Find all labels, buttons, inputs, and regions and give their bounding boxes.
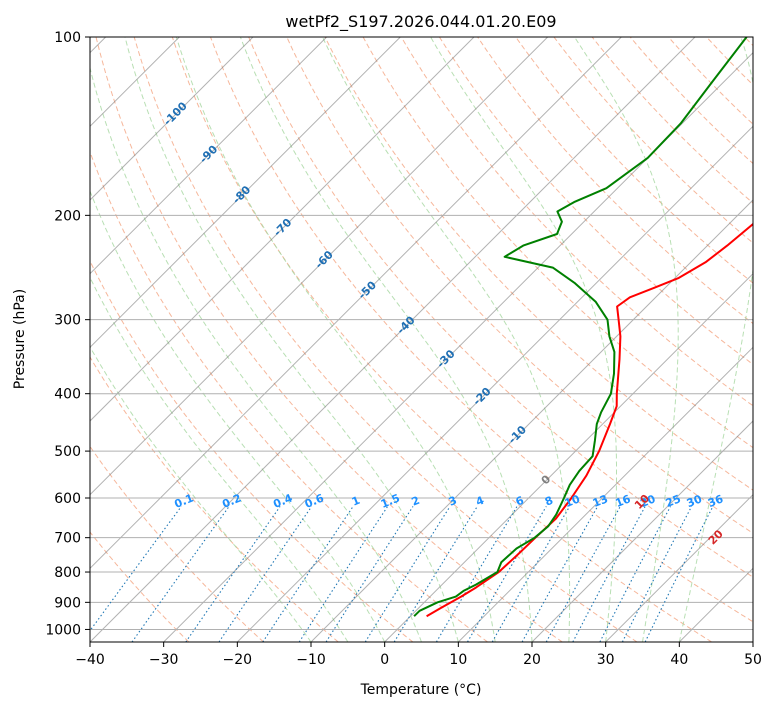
isotherm-line bbox=[90, 37, 401, 349]
mixing-ratio-label: 3 bbox=[447, 494, 459, 509]
mixing-ratio-line bbox=[545, 506, 621, 642]
mixing-ratio-line bbox=[467, 506, 547, 642]
y-tick-label: 300 bbox=[54, 313, 81, 329]
temperature-trace bbox=[426, 222, 753, 618]
x-tick-label: −10 bbox=[296, 652, 326, 668]
y-tick-label: 600 bbox=[54, 491, 81, 507]
sounding-curves bbox=[413, 37, 753, 618]
moist-adiabat-line bbox=[90, 65, 422, 642]
x-tick-label: 20 bbox=[523, 652, 541, 668]
dry-adiabat-line bbox=[400, 37, 753, 407]
y-tick-label: 800 bbox=[54, 565, 81, 581]
mixing-ratio-line bbox=[131, 506, 230, 642]
dry-adiabat-line bbox=[133, 37, 638, 642]
mixing-ratio-line bbox=[491, 506, 571, 642]
mixing-ratio-label: 2 bbox=[410, 494, 422, 509]
mixing-ratio-line bbox=[621, 506, 693, 642]
mixing-ratio-line bbox=[599, 506, 671, 642]
y-tick-label: 200 bbox=[54, 208, 81, 224]
moist-adiabat-line bbox=[678, 37, 753, 642]
dry-adiabat-line bbox=[248, 37, 753, 578]
x-tick-label: −40 bbox=[75, 652, 105, 668]
isotherm-line bbox=[90, 37, 475, 422]
dry-adiabat-line bbox=[324, 37, 753, 491]
x-axis-ticks: −40 −30 −20 −10 0 10 20 30 40 50 bbox=[75, 642, 762, 668]
moist-adiabat-line bbox=[90, 276, 349, 642]
x-tick-label: −30 bbox=[149, 652, 179, 668]
isotherm-line bbox=[90, 37, 328, 275]
chart-title: wetPf2_S197.2026.044.01.20.E09 bbox=[285, 12, 556, 32]
y-tick-label: 400 bbox=[54, 387, 81, 403]
isotherm-line bbox=[90, 37, 622, 570]
y-tick-label: 700 bbox=[54, 531, 81, 547]
mixing-ratio-line bbox=[435, 506, 518, 642]
dry-adiabat-line bbox=[438, 37, 753, 366]
mixing-ratio-label: 36 bbox=[706, 492, 725, 510]
mixing-ratio-label: 8 bbox=[543, 494, 555, 509]
y-tick-label: 100 bbox=[54, 30, 81, 46]
isotherm-line bbox=[90, 37, 696, 642]
y-tick-label: 1000 bbox=[45, 622, 81, 638]
isotherm-line bbox=[310, 199, 753, 642]
moist-adiabat-line bbox=[175, 37, 496, 642]
isotherm-line bbox=[457, 346, 753, 642]
x-tick-label: 50 bbox=[744, 652, 762, 668]
dry-adiabat-line bbox=[90, 150, 488, 642]
moist-adiabat-line bbox=[90, 189, 386, 642]
dry-adiabat-line bbox=[171, 37, 712, 642]
dry-adiabat-line bbox=[90, 531, 190, 642]
x-tick-label: 10 bbox=[449, 652, 467, 668]
dry-adiabat-line bbox=[90, 356, 339, 642]
moist-adiabat-line bbox=[239, 37, 533, 642]
isotherm-line bbox=[90, 37, 254, 201]
y-axis-label: Pressure (hPa) bbox=[12, 289, 28, 389]
x-tick-label: 30 bbox=[597, 652, 615, 668]
mixing-ratio-line bbox=[364, 506, 451, 642]
moist-adiabat-line bbox=[574, 37, 679, 642]
dry-adiabat-line bbox=[515, 37, 753, 284]
mixing-ratio-line bbox=[572, 506, 646, 642]
dry-adiabat-line bbox=[210, 37, 753, 623]
y-tick-label: 500 bbox=[54, 444, 81, 460]
mixing-ratio-label: 25 bbox=[664, 492, 683, 510]
dewpoint-trace bbox=[413, 37, 748, 617]
mixing-ratio-label: 10 bbox=[563, 492, 582, 510]
plot-grid bbox=[90, 37, 753, 642]
x-axis-label: Temperature (°C) bbox=[360, 682, 482, 698]
dry-adiabat-line bbox=[95, 37, 563, 642]
x-tick-label: 0 bbox=[380, 652, 389, 668]
mixing-ratio-label: 13 bbox=[591, 492, 610, 510]
x-tick-label: 40 bbox=[670, 652, 688, 668]
moist-adiabat-line bbox=[430, 37, 617, 642]
mixing-ratio-label: 1 bbox=[350, 494, 362, 509]
isotherm-line bbox=[236, 125, 753, 642]
mixing-ratio-line bbox=[521, 506, 599, 642]
moist-adiabat-line bbox=[322, 37, 571, 642]
isotherm-line bbox=[384, 272, 753, 642]
mixing-ratio-line bbox=[393, 506, 478, 642]
plot-frame bbox=[89, 36, 754, 643]
isotherm-line bbox=[531, 420, 753, 642]
mixing-ratio-line bbox=[262, 506, 354, 642]
mixing-ratio-label: 16 bbox=[613, 492, 632, 510]
y-axis-ticks: 1000 900 800 700 600 500 400 300 200 100 bbox=[45, 30, 90, 638]
dry-adiabat-line bbox=[90, 445, 264, 642]
mixing-ratio-label: 30 bbox=[685, 492, 704, 510]
isotherm-line bbox=[605, 493, 753, 642]
mixing-ratio-line bbox=[90, 506, 182, 632]
x-tick-label: −20 bbox=[223, 652, 253, 668]
mixing-ratio-line bbox=[298, 506, 389, 642]
y-tick-label: 900 bbox=[54, 595, 81, 611]
isotherm-line bbox=[90, 37, 549, 496]
mixing-ratio-label: 20 bbox=[638, 492, 657, 510]
mixing-ratio-line bbox=[644, 506, 714, 642]
